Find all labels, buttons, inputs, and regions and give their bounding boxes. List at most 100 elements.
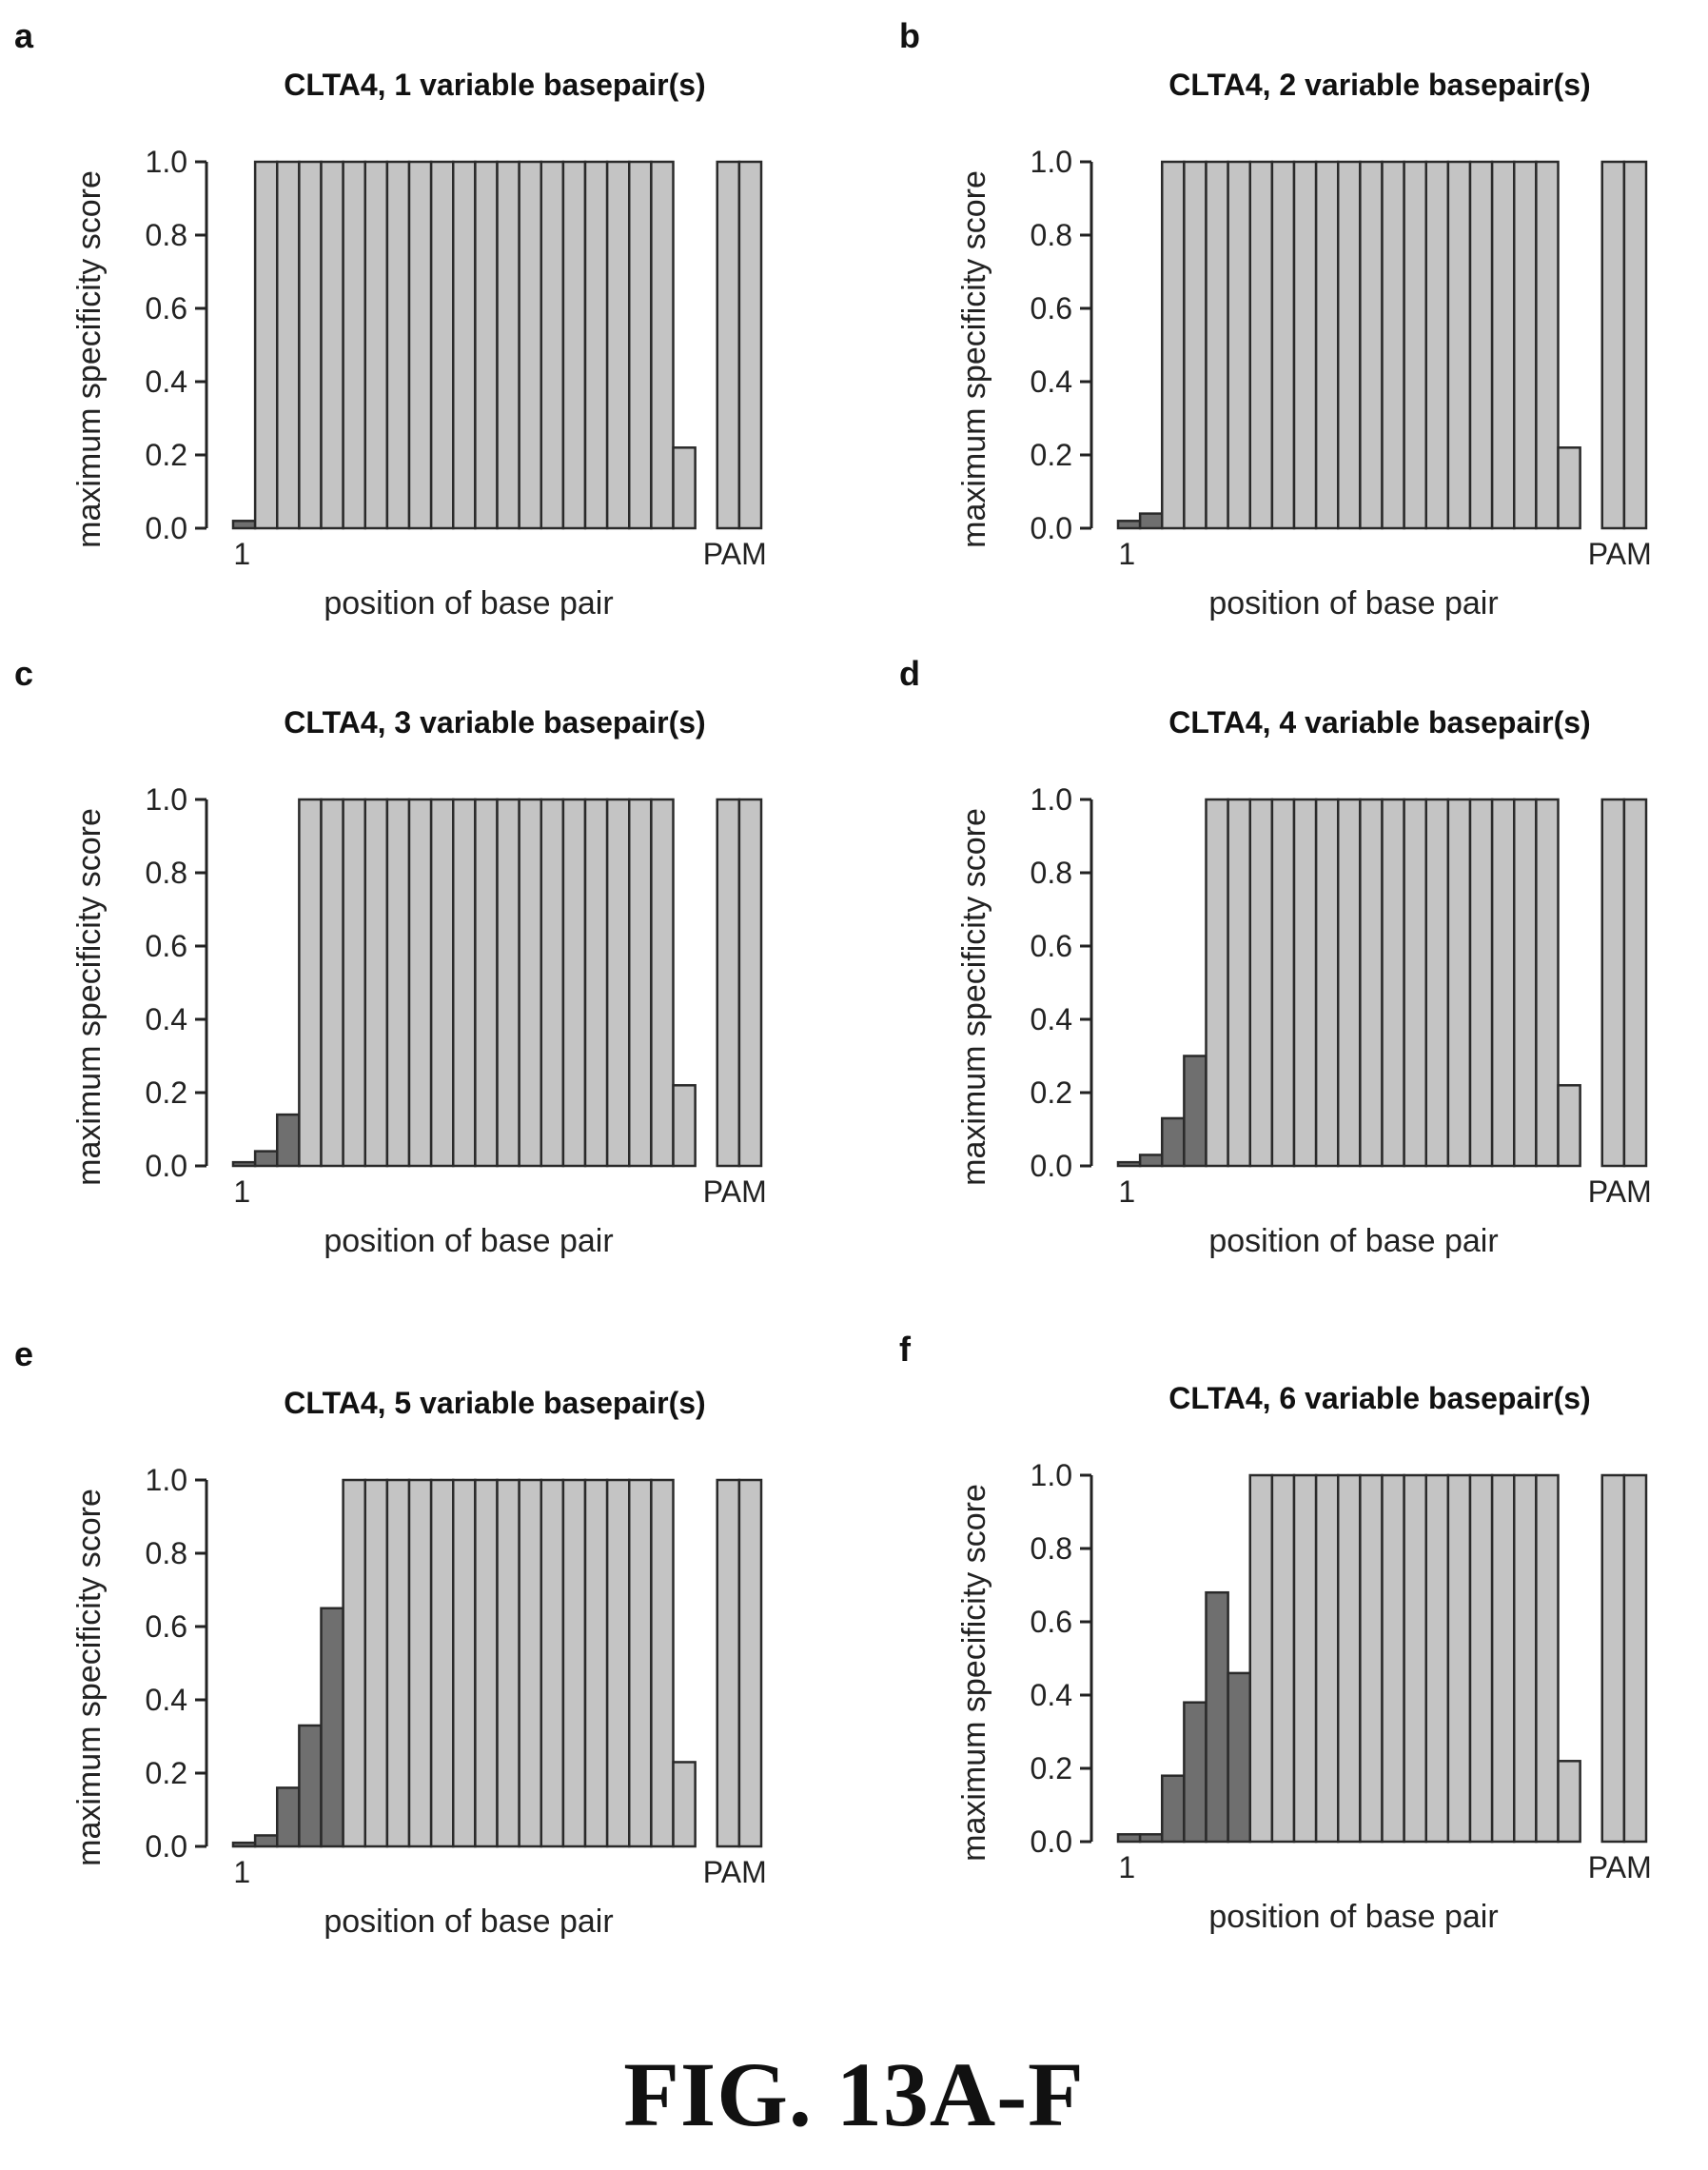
panel-letter: a — [14, 16, 34, 55]
y-axis-label: maximum specificity score — [956, 1484, 992, 1862]
bar-position-17 — [1470, 799, 1492, 1166]
bar-position-5 — [322, 1608, 344, 1846]
chart-title: CLTA4, 5 variable basepair(s) — [284, 1386, 705, 1420]
y-tick-label: 1.0 — [1031, 1458, 1072, 1492]
y-tick-label: 0.0 — [146, 1829, 187, 1864]
bar-position-19 — [1514, 162, 1536, 528]
bar-position-4 — [1184, 1056, 1206, 1167]
chart-title: CLTA4, 2 variable basepair(s) — [1168, 68, 1590, 102]
bar-position-8 — [1272, 162, 1294, 528]
bar-position-6 — [344, 799, 365, 1166]
bar-position-12 — [475, 162, 497, 528]
panel-letter: c — [14, 654, 33, 693]
y-tick-label: 0.8 — [146, 218, 187, 252]
bar-position-10 — [431, 1480, 453, 1846]
bar-position-19 — [629, 1480, 651, 1846]
y-tick-label: 0.2 — [1031, 438, 1072, 472]
x-tick-label-pam: PAM — [703, 1174, 767, 1209]
bar-position-7 — [1250, 799, 1272, 1166]
bar-position-19 — [629, 162, 651, 528]
bar-position-17 — [585, 162, 607, 528]
chart-panel-f: fCLTA4, 6 variable basepair(s)0.00.20.40… — [885, 1332, 1708, 1999]
bar-position-7 — [1250, 1475, 1272, 1842]
panel-letter: d — [899, 654, 920, 693]
x-axis-label: position of base pair — [1208, 585, 1498, 621]
chart-title: CLTA4, 4 variable basepair(s) — [1168, 705, 1590, 740]
bar-position-4 — [299, 162, 321, 528]
bar-position-16 — [563, 1480, 585, 1846]
bar-position-4 — [299, 799, 321, 1166]
panel-letter: b — [899, 16, 920, 55]
bar-position-18 — [607, 799, 629, 1166]
y-tick-label: 0.4 — [1031, 1678, 1072, 1712]
y-tick-label: 0.2 — [146, 1075, 187, 1110]
bar-position-3 — [1162, 162, 1184, 528]
y-tick-label: 0.0 — [1031, 511, 1072, 545]
bar-position-10 — [1316, 1475, 1338, 1842]
bar-position-21 — [674, 1085, 696, 1166]
y-axis-label: maximum specificity score — [956, 808, 992, 1186]
y-axis-label: maximum specificity score — [71, 808, 108, 1186]
bar-position-5 — [1207, 799, 1228, 1166]
y-axis-label: maximum specificity score — [71, 170, 108, 548]
bar-position-21 — [1559, 447, 1580, 528]
x-tick-label-pam: PAM — [1588, 1174, 1652, 1209]
bar-position-21 — [1559, 1085, 1580, 1166]
bar-position-18 — [607, 162, 629, 528]
bar-position-17 — [585, 1480, 607, 1846]
x-tick-label-pam: PAM — [1588, 1850, 1652, 1884]
y-tick-label: 1.0 — [1031, 782, 1072, 817]
bar-position-4 — [1184, 162, 1206, 528]
bar-position-5 — [1207, 162, 1228, 528]
bar-position-10 — [1316, 162, 1338, 528]
x-tick-label-first: 1 — [1118, 1850, 1135, 1884]
bar-position-23 — [1602, 1475, 1624, 1842]
bar-position-16 — [1448, 1475, 1470, 1842]
chart-title: CLTA4, 3 variable basepair(s) — [284, 705, 705, 740]
bar-position-9 — [409, 162, 431, 528]
bar-position-18 — [1492, 162, 1514, 528]
bar-position-6 — [1228, 162, 1250, 528]
chart-svg-e: eCLTA4, 5 variable basepair(s)0.00.20.40… — [0, 1337, 856, 2003]
chart-title: CLTA4, 1 variable basepair(s) — [284, 68, 705, 102]
bar-position-1 — [1118, 1834, 1140, 1842]
bar-position-13 — [498, 1480, 520, 1846]
chart-panel-b: bCLTA4, 2 variable basepair(s)0.00.20.40… — [885, 19, 1708, 685]
bar-position-9 — [1294, 1475, 1316, 1842]
bar-position-9 — [1294, 162, 1316, 528]
x-axis-label: position of base pair — [1208, 1899, 1498, 1935]
bar-position-14 — [1404, 799, 1426, 1166]
bar-position-7 — [365, 162, 387, 528]
bar-position-6 — [344, 1480, 365, 1846]
bar-position-15 — [541, 799, 563, 1166]
y-tick-label: 0.8 — [146, 1536, 187, 1570]
bar-position-24 — [1624, 162, 1646, 528]
y-tick-label: 0.4 — [146, 365, 187, 399]
bar-position-18 — [607, 1480, 629, 1846]
y-tick-label: 1.0 — [146, 782, 187, 817]
x-axis-label: position of base pair — [324, 1223, 613, 1259]
bar-position-5 — [1207, 1592, 1228, 1842]
y-tick-label: 0.6 — [146, 291, 187, 326]
x-tick-label-pam: PAM — [703, 537, 767, 571]
bar-position-1 — [233, 521, 255, 528]
y-tick-label: 0.4 — [1031, 365, 1072, 399]
bar-position-13 — [1383, 162, 1404, 528]
bar-position-2 — [255, 162, 277, 528]
bar-position-15 — [1426, 1475, 1448, 1842]
bar-position-13 — [498, 799, 520, 1166]
bar-position-14 — [520, 1480, 541, 1846]
y-tick-label: 0.8 — [146, 856, 187, 890]
y-tick-label: 0.4 — [1031, 1002, 1072, 1036]
bar-position-24 — [1624, 1475, 1646, 1842]
y-tick-label: 0.0 — [1031, 1825, 1072, 1859]
bar-position-23 — [717, 1480, 739, 1846]
bar-position-12 — [475, 1480, 497, 1846]
x-axis-label: position of base pair — [1208, 1223, 1498, 1259]
y-tick-label: 0.6 — [146, 1609, 187, 1644]
bar-position-19 — [1514, 799, 1536, 1166]
bar-position-11 — [1338, 1475, 1360, 1842]
bar-position-11 — [453, 1480, 475, 1846]
chart-panel-e: eCLTA4, 5 variable basepair(s)0.00.20.40… — [0, 1337, 856, 2003]
y-tick-label: 0.6 — [1031, 929, 1072, 963]
